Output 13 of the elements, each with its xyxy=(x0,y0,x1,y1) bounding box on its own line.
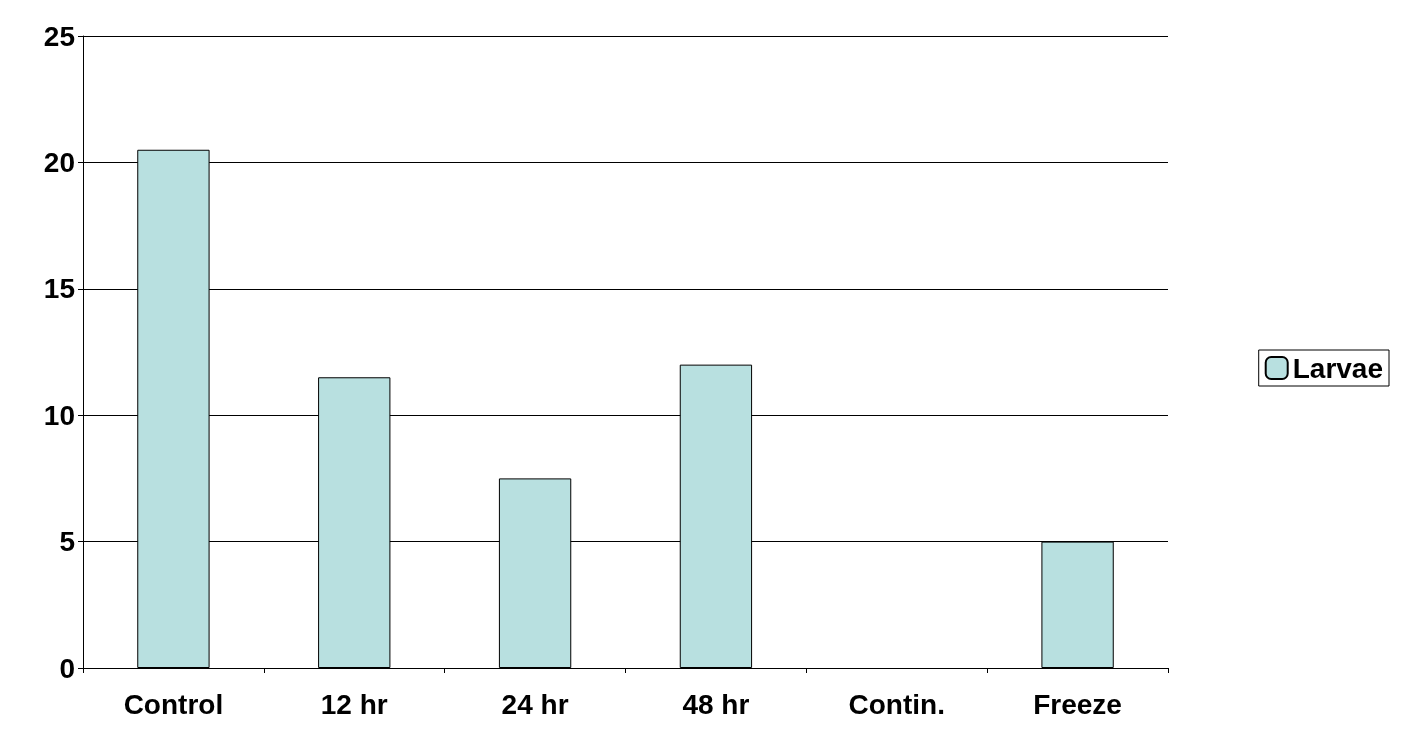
y-tick-label: 15 xyxy=(43,273,75,305)
x-tick-label: 24 hr xyxy=(501,688,569,720)
x-tick-label: Control xyxy=(123,688,224,720)
x-tick-label: Freeze xyxy=(1033,688,1122,720)
legend-label: Larvae xyxy=(1292,352,1384,384)
y-tick-label: 0 xyxy=(59,652,75,684)
x-tick-label: 48 hr xyxy=(682,688,750,720)
y-tick-label: 5 xyxy=(59,526,75,558)
y-tick-label: 20 xyxy=(43,146,75,178)
y-tick-label: 10 xyxy=(43,399,75,431)
y-tick-label: 25 xyxy=(43,20,75,52)
x-tick-label: 12 hr xyxy=(320,688,388,720)
x-tick-label: Contin. xyxy=(848,688,945,720)
